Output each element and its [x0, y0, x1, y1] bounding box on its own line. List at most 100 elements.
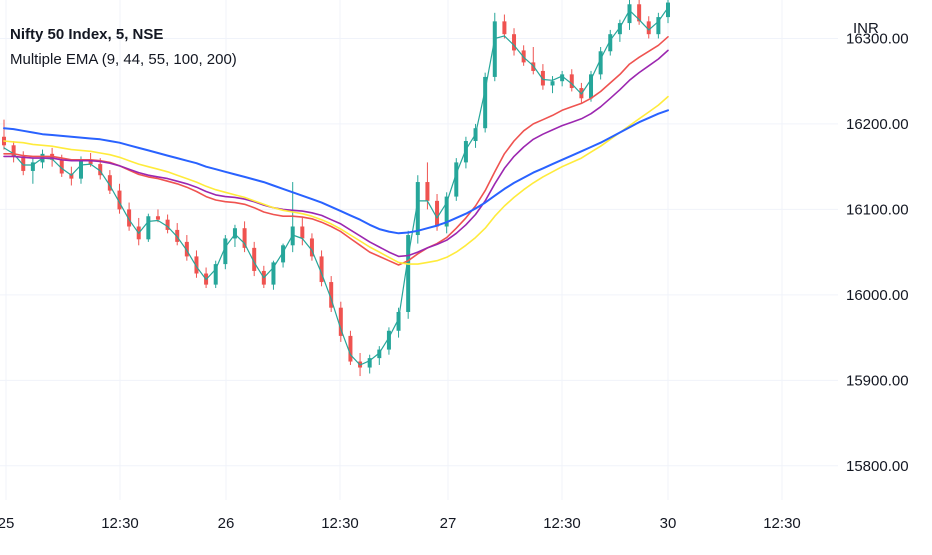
candle-body — [492, 21, 497, 77]
candle — [309, 233, 314, 261]
candle — [627, 0, 632, 30]
candle — [386, 327, 391, 355]
candle — [406, 230, 411, 319]
price-tick-label: 16000.00 — [846, 287, 909, 304]
candle-body — [377, 349, 382, 359]
time-tick-label: 30 — [660, 515, 677, 532]
candle-body — [242, 228, 247, 248]
candle-body — [232, 228, 237, 239]
candle — [569, 69, 574, 92]
candle-body — [560, 74, 565, 82]
candle-body — [127, 209, 132, 227]
candle-body — [59, 159, 64, 174]
candle-body — [367, 358, 372, 368]
candle — [175, 223, 180, 246]
ema-line-0 — [3, 7, 669, 366]
price-tick-label: 15800.00 — [846, 458, 909, 475]
candle — [646, 16, 651, 39]
candle — [184, 235, 189, 261]
candle-body — [608, 34, 613, 52]
candle — [396, 307, 401, 338]
candle — [117, 183, 122, 214]
candle-body — [617, 23, 622, 35]
candle — [11, 141, 16, 163]
candle — [617, 19, 622, 42]
ema-line-2 — [3, 49, 669, 258]
candle — [377, 346, 382, 365]
candle — [165, 214, 170, 234]
candle — [271, 260, 276, 290]
candle-body — [271, 262, 276, 285]
grid — [0, 0, 838, 500]
candle-body — [98, 164, 103, 176]
time-axis[interactable]: 25 12:30 26 12:30 27 12:30 30 12:30 — [0, 515, 801, 532]
ema-line-3 — [3, 95, 669, 265]
candle-body — [598, 51, 603, 75]
candle — [127, 202, 132, 231]
candle — [223, 235, 228, 270]
candle-body — [666, 2, 670, 18]
indicator-label[interactable]: Multiple EMA (9, 44, 55, 100, 200) — [10, 51, 237, 68]
candle-body — [502, 21, 507, 35]
candle — [598, 47, 603, 80]
candle — [252, 241, 257, 277]
chart-legend: Nifty 50 Index, 5, NSE Multiple EMA (9, … — [10, 22, 237, 72]
candle-body — [107, 175, 112, 191]
candle — [213, 260, 218, 289]
candle-body — [21, 156, 26, 171]
candle-body — [69, 173, 74, 179]
candle-body — [146, 216, 151, 240]
candle — [666, 0, 670, 24]
candle — [338, 301, 343, 342]
candle-body — [512, 34, 517, 51]
price-tick-label: 16300.00 — [846, 30, 909, 47]
time-tick-label: 26 — [218, 515, 235, 532]
candle — [502, 14, 507, 39]
candle-body — [540, 70, 545, 86]
candle — [69, 166, 74, 186]
candle-body — [11, 145, 16, 157]
price-axis[interactable]: 15800.00 15900.00 16000.00 16100.00 16200.00… — [846, 30, 909, 474]
candle — [415, 175, 420, 244]
candle — [444, 192, 449, 234]
candle — [300, 217, 305, 246]
candle — [329, 276, 334, 312]
time-tick-label: 12:30 — [101, 515, 139, 532]
time-tick-label: 12:30 — [543, 515, 581, 532]
candle-body — [415, 182, 420, 236]
candle-body — [155, 216, 160, 220]
candle — [656, 12, 661, 39]
time-tick-label: 12:30 — [321, 515, 359, 532]
candle — [531, 47, 536, 75]
candle — [608, 29, 613, 56]
ema-line-4 — [3, 109, 669, 235]
candle — [512, 28, 517, 56]
candle — [540, 64, 545, 90]
candle-body — [396, 311, 401, 331]
candle-body — [637, 4, 642, 22]
candle-body — [386, 330, 391, 350]
candle-body — [463, 141, 468, 163]
candle — [492, 12, 497, 82]
candle-body — [444, 196, 449, 227]
candle — [194, 250, 199, 278]
ema-lines — [3, 7, 669, 366]
currency-label: INR — [853, 20, 879, 37]
candle — [367, 354, 372, 374]
candle-body — [627, 4, 632, 24]
candle-body — [300, 226, 305, 239]
candle-body — [194, 256, 199, 274]
candle — [454, 158, 459, 201]
price-tick-label: 16100.00 — [846, 201, 909, 218]
symbol-title[interactable]: Nifty 50 Index, 5, NSE — [10, 26, 164, 43]
candle — [146, 213, 151, 242]
candlesticks — [2, 0, 670, 377]
candle — [242, 221, 247, 253]
candle-body — [281, 245, 286, 263]
candle-body — [589, 74, 594, 99]
candle — [319, 250, 324, 287]
time-tick-label: 12:30 — [763, 515, 801, 532]
time-tick-label: 27 — [440, 515, 457, 532]
